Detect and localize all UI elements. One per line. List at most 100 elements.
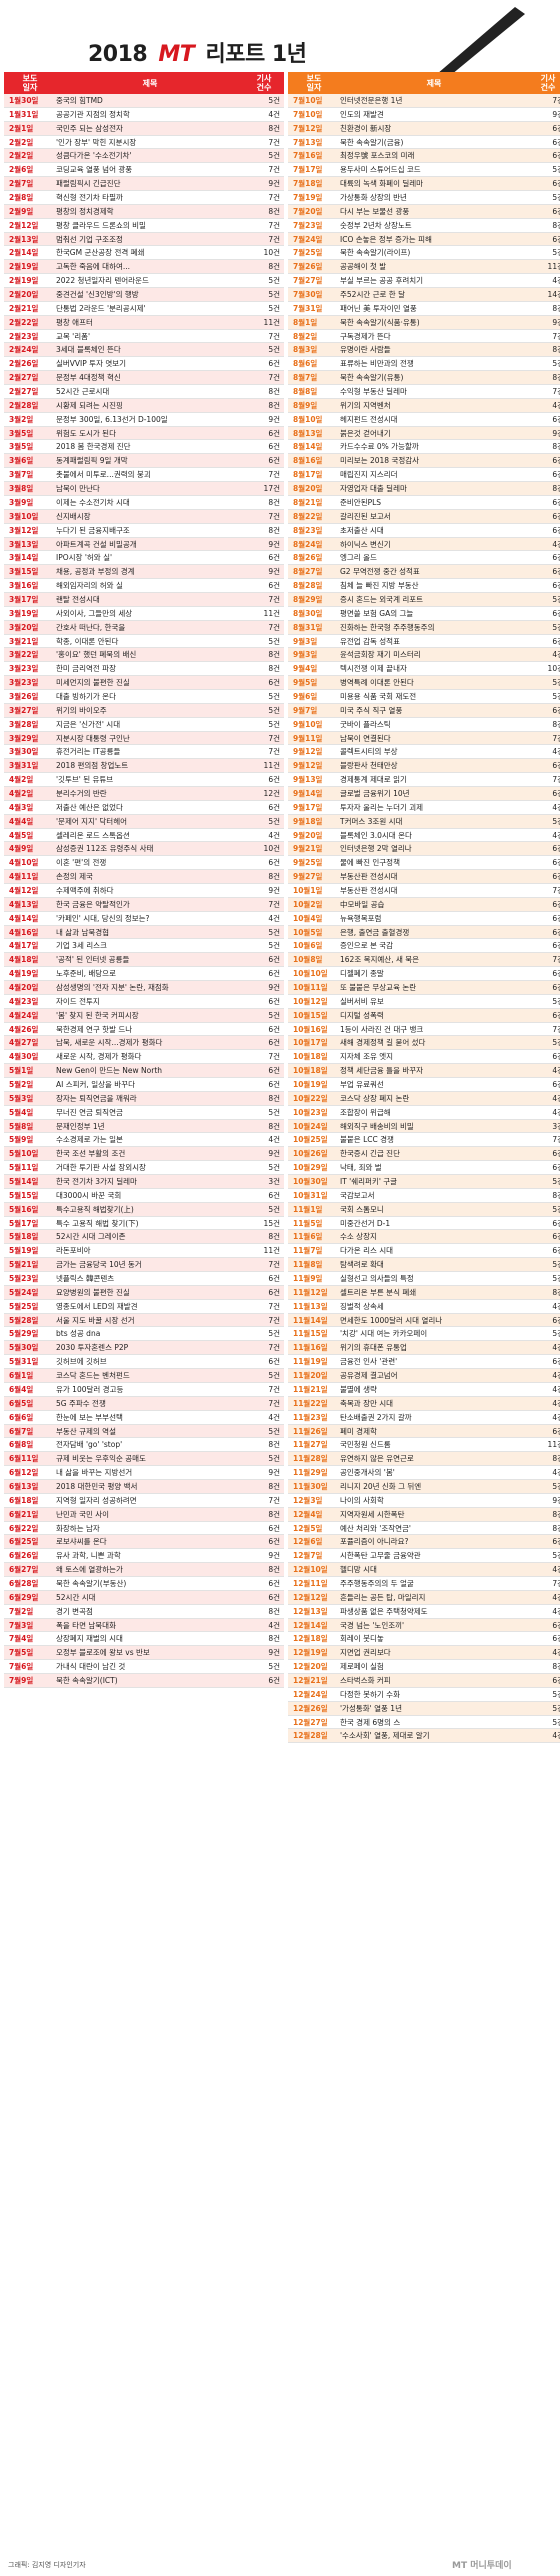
count-cell: 6건 — [268, 359, 280, 369]
count-cell: 5건 — [268, 1163, 280, 1173]
date-cell: 10월19일 — [293, 1080, 328, 1090]
count-cell: 7건 — [552, 955, 560, 965]
publisher-logo: MT 머니투데이 — [452, 2561, 512, 2571]
date-cell: 6월5일 — [9, 1398, 34, 1408]
date-cell: 7월23일 — [293, 220, 323, 230]
count-cell: 6건 — [552, 1163, 560, 1173]
table-row: 4월18일 '공적' 된 인터넷 공룡들 6건 — [4, 953, 284, 968]
subject-cell: '봄' 찾지 된 한국 커피시장 — [56, 1010, 139, 1020]
table-row: 9월20일 블록체인 3.0시대 온다 4건 — [288, 829, 560, 843]
subject-cell: 한국GM 군산공장 전격 폐쇄 — [56, 248, 145, 258]
table-row: 10월19일 부업 유료쿼선 6건 — [288, 1078, 560, 1092]
count-cell: 6건 — [552, 137, 560, 147]
date-cell: 8월6일 — [293, 359, 318, 369]
table-row: 7월17일 용두사미 스튜어드십 코드 5건 — [288, 163, 560, 178]
table-row: 3월15일 채용, 공정과 부정의 경계 9건 — [4, 565, 284, 580]
table-row: 7월31일 패어닌 美 투자이민 열풍 8건 — [288, 302, 560, 316]
table-row: 6월29일 52시간 시대 6건 — [4, 1590, 284, 1605]
subject-cell: 왜 토스에 열광하는가 — [56, 1565, 123, 1575]
count-cell: 6건 — [268, 1274, 280, 1284]
count-cell: 6건 — [268, 1675, 280, 1685]
count-cell: 8건 — [552, 1509, 560, 1519]
table-row: 10월23일 조합장이 위급해 4건 — [288, 1106, 560, 1120]
subject-cell: 경제통계 제대로 읽기 — [340, 775, 407, 785]
date-cell: 4월19일 — [9, 969, 39, 979]
subject-cell: 북한경제 연구 핫발 드나 — [56, 1024, 133, 1034]
date-cell: 4월16일 — [9, 927, 39, 937]
date-cell: 12월27일 — [293, 1717, 328, 1727]
count-cell: 4건 — [552, 276, 560, 286]
subject-cell: '깃투브' 된 유튜브 — [56, 775, 114, 785]
subject-cell: 문재인정부 1년 — [56, 1121, 105, 1131]
table-row: 6월25일 로보샤씨를 온다 6건 — [4, 1535, 284, 1550]
subject-cell: IT '쉐리퍼키' 구글 — [340, 1177, 398, 1187]
table-row: 5월23일 넷플릭스 韓콘텐츠 6건 — [4, 1272, 284, 1286]
table-row: 12월21일 스타벅스화 커피 6건 — [288, 1673, 560, 1688]
subject-cell: 패럴림픽시 긴급진단 — [56, 179, 121, 189]
subject-cell: 3세대 블록체인 뜬다 — [56, 345, 121, 355]
subject-cell: 요양병원의 불편한 진실 — [56, 1287, 130, 1297]
date-cell: 5월4일 — [9, 1107, 34, 1117]
date-cell: 8월9일 — [293, 400, 318, 410]
date-cell: 3월26일 — [9, 691, 39, 701]
count-cell: 9건 — [552, 1495, 560, 1505]
subject-cell: ICO 손놓은 정부 증가는 피해 — [340, 234, 432, 244]
date-cell: 10월18일 — [293, 1066, 328, 1076]
subject-cell: 유가 100달러 경고등 — [56, 1384, 124, 1394]
count-cell: 4건 — [268, 830, 280, 840]
subject-cell: 신지배시장 — [56, 511, 91, 521]
date-cell: 4월2일 — [9, 775, 34, 785]
date-cell: 8월26일 — [293, 553, 323, 563]
subject-cell: 52시간 시대 — [56, 1592, 96, 1602]
count-cell: 8건 — [268, 1093, 280, 1103]
subject-cell: 정책 세단금융 틀을 바꾸자 — [340, 1066, 424, 1076]
subject-cell: 노후준비, 배당으로 — [56, 969, 116, 979]
subject-cell: 부실 부르는 공공 후려치기 — [340, 276, 424, 286]
table-row: 9월25일 물에 빠진 인구정책 6건 — [288, 856, 560, 871]
count-cell: 4건 — [552, 1371, 560, 1381]
count-cell: 5건 — [268, 636, 280, 646]
date-cell: 12월3일 — [293, 1495, 323, 1505]
count-cell: 7건 — [268, 747, 280, 757]
date-cell: 5월1일 — [9, 1066, 34, 1076]
date-cell: 10월10일 — [293, 969, 328, 979]
date-cell: 12월11일 — [293, 1578, 328, 1588]
table-row: 3월26일 대출 빙하기가 온다 5건 — [4, 690, 284, 704]
count-cell: 6건 — [268, 428, 280, 438]
date-cell: 9월20일 — [293, 830, 323, 840]
table-row: 9월3일 유전업 감독 성적표 6건 — [288, 635, 560, 649]
table-row: 7월25일 북한 속속알기(라이프) 5건 — [288, 246, 560, 261]
date-cell: 4월5일 — [9, 830, 34, 840]
table-row: 7월9일 북한 속속알기(ICT) 6건 — [4, 1673, 284, 1688]
date-cell: 7월13일 — [293, 137, 323, 147]
date-cell: 7월10일 — [293, 109, 323, 119]
table-header: 보도 일자 제목 기사 건수 — [288, 72, 560, 94]
date-cell: 2월22일 — [9, 317, 39, 327]
table-row: 12월3일 나이의 사회학 9건 — [288, 1494, 560, 1508]
date-cell: 4월26일 — [9, 1024, 39, 1034]
count-cell: 5건 — [268, 1426, 280, 1436]
date-cell: 10월12일 — [293, 996, 328, 1006]
table-row: 4월19일 노후준비, 배당으로 6건 — [4, 967, 284, 981]
table-row: 11월22일 축복과 장만 시대 4건 — [288, 1396, 560, 1411]
subject-cell: 국민청원 신드롬 — [340, 1440, 391, 1450]
table-row: 8월6일 표류하는 비만과의 전쟁 5건 — [288, 357, 560, 372]
table-row: 11월6일 수소 상장지 6건 — [288, 1230, 560, 1245]
count-cell: 5건 — [552, 1274, 560, 1284]
date-cell: 5월28일 — [9, 1315, 39, 1325]
count-cell: 11건 — [263, 317, 280, 327]
count-cell: 7건 — [268, 622, 280, 632]
subject-cell: 또 불붙은 무상교육 논란 — [340, 983, 417, 992]
date-cell: 5월15일 — [9, 1190, 39, 1200]
subject-cell: 폭을 타면 남북대화 — [56, 1620, 116, 1630]
date-cell: 9월25일 — [293, 858, 323, 868]
subject-cell: 내 삶과 남북경협 — [56, 927, 110, 937]
count-cell: 8건 — [552, 719, 560, 729]
count-cell: 4건 — [552, 1093, 560, 1103]
count-cell: 7건 — [552, 1135, 560, 1145]
count-cell: 7건 — [268, 511, 280, 521]
table-row: 2월6일 코딩교육 열풍 넘어 광풍 7건 — [4, 163, 284, 178]
date-cell: 11월27일 — [293, 1440, 328, 1450]
table-row: 8월9일 위기의 지역벤처 4건 — [288, 398, 560, 413]
date-cell: 5월17일 — [9, 1218, 39, 1228]
